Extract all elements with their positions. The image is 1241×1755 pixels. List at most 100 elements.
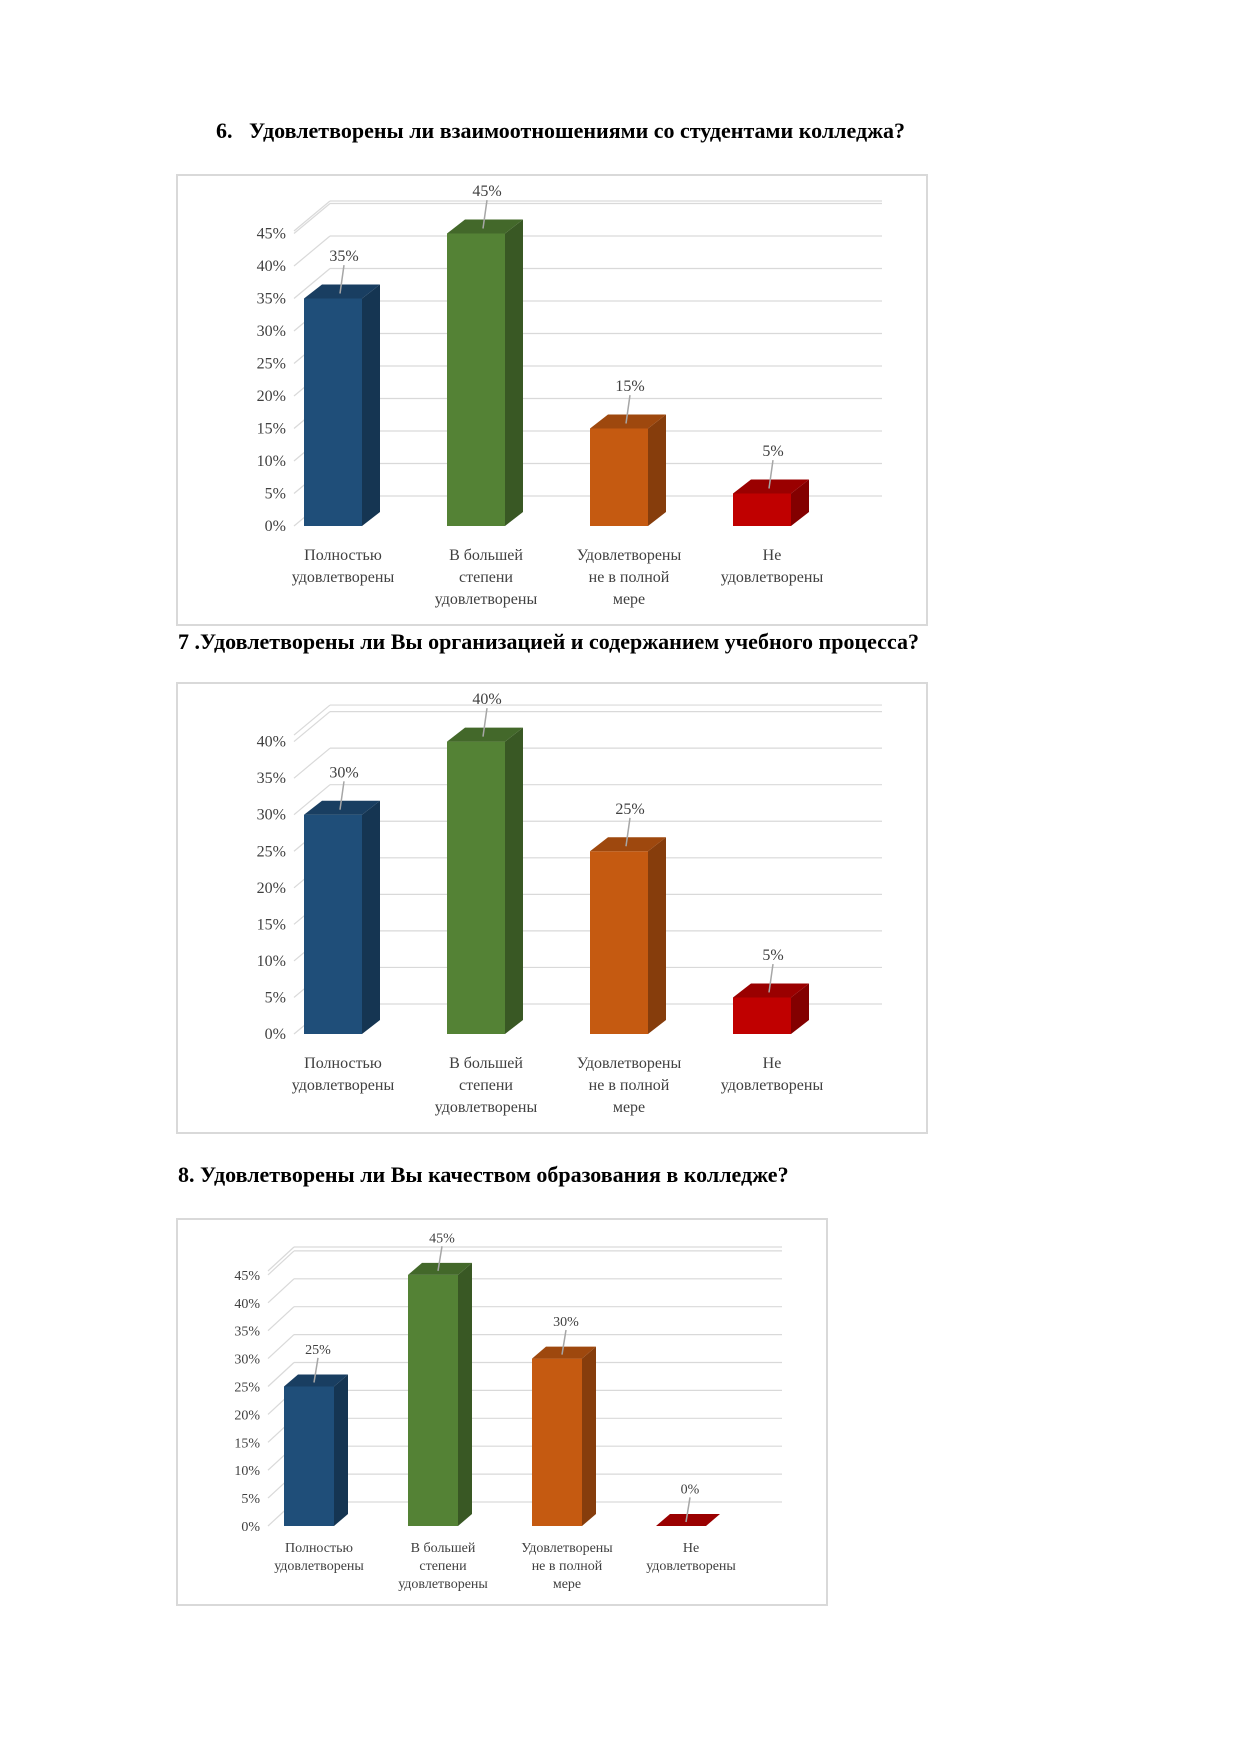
question-8-title: 8. Удовлетворены ли Вы качеством образов… bbox=[178, 1162, 789, 1187]
chart-q7: 0% 5% 10% 15% 20% 25% 30% 35% 40% 30% Полностью удо… bbox=[176, 682, 928, 1134]
value-label: 25% bbox=[615, 801, 644, 818]
bar bbox=[304, 284, 380, 526]
leader-line bbox=[339, 264, 345, 294]
bar bbox=[304, 800, 380, 1034]
gridline bbox=[293, 430, 882, 462]
y-tick-label: 15% bbox=[234, 1436, 260, 1451]
value-label: 40% bbox=[472, 691, 501, 708]
gridline bbox=[293, 235, 882, 267]
category-label: Удовлетворены не в полной мере bbox=[521, 1541, 613, 1592]
category-label: Удовлетворены не в полной мере bbox=[577, 1055, 682, 1116]
gridline bbox=[293, 397, 882, 429]
leader-line bbox=[625, 817, 631, 847]
leader-line bbox=[685, 1497, 691, 1523]
y-tick-label: 0% bbox=[241, 1520, 260, 1535]
y-tick-label: 25% bbox=[257, 356, 286, 373]
category-label: Не удовлетворены bbox=[721, 1055, 824, 1094]
bar bbox=[447, 727, 523, 1034]
category-label: Не удовлетворены bbox=[646, 1541, 736, 1574]
y-tick-label: 40% bbox=[257, 258, 286, 275]
gridline bbox=[293, 704, 882, 736]
value-label: 30% bbox=[553, 1315, 579, 1330]
category-label: Полностью удовлетворены bbox=[292, 547, 395, 586]
chart-q6: 0% 5% 10% 15% 20% 25% 30% 35% 40% 45% 35% Полностью… bbox=[176, 174, 928, 626]
gridline bbox=[293, 857, 882, 889]
gridline bbox=[293, 202, 882, 234]
gridline bbox=[293, 200, 882, 232]
y-tick-label: 15% bbox=[257, 916, 286, 933]
value-label: 45% bbox=[472, 183, 501, 200]
category-label: В большей степени удовлетворены bbox=[435, 547, 538, 608]
y-tick-label: 20% bbox=[234, 1408, 260, 1423]
leader-line bbox=[437, 1246, 443, 1272]
y-tick-label: 45% bbox=[234, 1269, 260, 1284]
y-tick-label: 0% bbox=[265, 518, 286, 535]
y-tick-label: 5% bbox=[265, 989, 286, 1006]
bar bbox=[733, 479, 809, 526]
leader-line bbox=[625, 394, 631, 424]
y-tick-label: 15% bbox=[257, 421, 286, 438]
gridline bbox=[267, 1246, 782, 1272]
gridline bbox=[293, 930, 882, 962]
y-tick-label: 30% bbox=[234, 1353, 260, 1368]
gridline bbox=[267, 1306, 782, 1332]
category-label: В большей степени удовлетворены bbox=[435, 1055, 538, 1116]
gridline bbox=[293, 747, 882, 779]
leader-line bbox=[768, 459, 774, 489]
gridline bbox=[293, 893, 882, 925]
y-tick-label: 20% bbox=[257, 388, 286, 405]
y-tick-label: 5% bbox=[265, 486, 286, 503]
bar bbox=[656, 1514, 720, 1526]
value-label: 45% bbox=[429, 1231, 455, 1246]
leader-line bbox=[339, 781, 345, 810]
bar bbox=[532, 1346, 596, 1526]
y-tick-label: 10% bbox=[257, 953, 286, 970]
gridline bbox=[267, 1250, 782, 1276]
y-tick-label: 0% bbox=[265, 1026, 286, 1043]
category-label: Удовлетворены не в полной мере bbox=[577, 547, 682, 608]
bar bbox=[447, 219, 523, 526]
gridline bbox=[267, 1278, 782, 1304]
leader-line bbox=[313, 1357, 319, 1383]
gridline bbox=[293, 365, 882, 397]
chart-q6-svg: 0% 5% 10% 15% 20% 25% 30% 35% 40% 45% 35% Полностью… bbox=[257, 183, 882, 608]
value-label: 35% bbox=[329, 248, 358, 265]
y-tick-label: 30% bbox=[257, 807, 286, 824]
gridline bbox=[293, 711, 882, 743]
y-tick-label: 10% bbox=[257, 453, 286, 470]
value-label: 5% bbox=[762, 947, 783, 964]
y-tick-label: 10% bbox=[234, 1464, 260, 1479]
bar bbox=[590, 414, 666, 526]
value-label: 5% bbox=[762, 443, 783, 460]
chart-q8-svg: 0% 5% 10% 15% 20% 25% 30% 35% 40% 45% 25% Полностью… bbox=[234, 1231, 782, 1592]
y-tick-label: 35% bbox=[257, 291, 286, 308]
category-label: Полностью удовлетворены bbox=[292, 1055, 395, 1094]
leader-line bbox=[561, 1329, 567, 1355]
category-label: Не удовлетворены bbox=[721, 547, 824, 586]
value-label: 15% bbox=[615, 378, 644, 395]
gridline bbox=[293, 267, 882, 299]
leader-line bbox=[482, 199, 488, 229]
gridline bbox=[293, 300, 882, 332]
bar bbox=[590, 837, 666, 1034]
bar bbox=[284, 1374, 348, 1526]
chart-q7-svg: 0% 5% 10% 15% 20% 25% 30% 35% 40% 30% Полностью удо… bbox=[257, 691, 882, 1116]
y-tick-label: 35% bbox=[257, 770, 286, 787]
leader-line bbox=[482, 708, 488, 737]
y-tick-label: 25% bbox=[234, 1381, 260, 1396]
gridline bbox=[267, 1333, 782, 1360]
y-tick-label: 40% bbox=[257, 734, 286, 751]
bar bbox=[733, 983, 809, 1034]
y-tick-label: 30% bbox=[257, 323, 286, 340]
question-7-title: 7 .Удовлетворены ли Вы организацией и со… bbox=[178, 629, 919, 654]
y-tick-label: 5% bbox=[241, 1492, 260, 1507]
gridline bbox=[293, 332, 882, 364]
bar bbox=[408, 1262, 472, 1526]
y-tick-label: 35% bbox=[234, 1325, 260, 1340]
question-6-title: 6. Удовлетворены ли взаимоотношениями со… bbox=[216, 118, 906, 143]
value-label: 25% bbox=[305, 1343, 331, 1358]
category-label: В большей степени удовлетворены bbox=[398, 1541, 488, 1592]
value-label: 0% bbox=[681, 1482, 700, 1497]
value-label: 30% bbox=[329, 764, 358, 781]
chart-q8: 0% 5% 10% 15% 20% 25% 30% 35% 40% 45% 25% Полностью… bbox=[176, 1218, 828, 1606]
